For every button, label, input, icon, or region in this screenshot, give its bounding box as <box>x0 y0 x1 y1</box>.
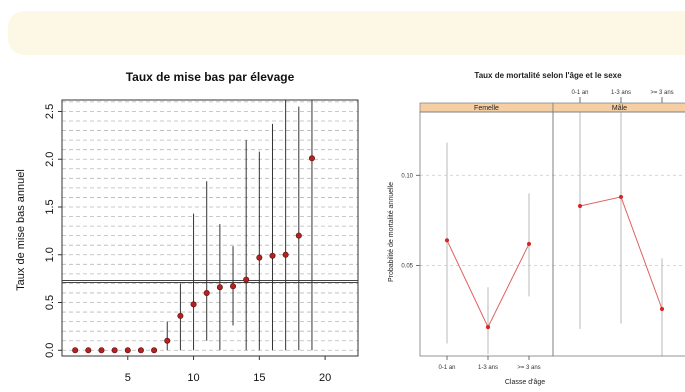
right-panel-frame <box>419 111 554 357</box>
left-grid <box>62 101 358 351</box>
left-chart-title: Taux de mise bas par élevage <box>126 70 295 84</box>
left-data-point <box>269 252 276 259</box>
left-x-tick-label: 20 <box>319 372 331 384</box>
strip-label: Femelle <box>474 105 499 112</box>
left-x-tick-label: 15 <box>253 372 265 384</box>
left-x-tick-label: 10 <box>187 372 199 384</box>
left-data-point <box>295 232 302 239</box>
right-panels: 0-1 an 1-3 ans >= 3 ans 0.05 0.10 Femelle Mâle… <box>401 90 685 371</box>
left-data-point <box>137 347 144 354</box>
left-data-point <box>111 347 118 354</box>
left-error-bars <box>166 100 313 351</box>
left-y-tick-label: 2.0 <box>44 152 56 167</box>
right-data-point <box>659 306 665 312</box>
right-top-x-ticks: 0-1 an 1-3 ans >= 3 ans <box>571 90 674 103</box>
left-data-point <box>216 284 223 291</box>
left-data-point <box>85 347 92 354</box>
left-points <box>72 155 315 354</box>
left-data-point <box>230 283 237 290</box>
right-data-point <box>444 238 450 243</box>
left-y-axis-label: Taux de mise bas annuel <box>15 169 27 291</box>
right-bottom-tick-label: >= 3 ans <box>517 365 540 371</box>
left-data-point <box>282 251 289 258</box>
left-data-point <box>308 155 315 162</box>
left-data-point <box>164 337 171 344</box>
right-data-point <box>526 241 532 247</box>
left-reference-line <box>62 280 358 283</box>
left-y-tick-label: 1.0 <box>44 247 56 262</box>
left-y-tick-label: 1.5 <box>44 199 56 214</box>
right-bottom-tick-label: 0-1 an <box>438 365 455 371</box>
left-data-point <box>151 347 158 354</box>
right-bottom-x-ticks: 0-1 an 1-3 ans >= 3 ans <box>438 356 541 371</box>
left-data-point <box>98 347 105 354</box>
right-x-axis-label: Classe d'âge <box>505 379 545 386</box>
left-data-point <box>177 312 184 319</box>
right-y-tick-label: 0.05 <box>401 264 413 270</box>
right-y-tick-label: 0.10 <box>401 173 413 179</box>
left-y-tick-label: 2.5 <box>44 104 56 119</box>
left-plot-frame <box>61 99 359 357</box>
top-banner <box>8 11 685 55</box>
left-x-ticks: 5 10 15 20 <box>125 356 331 384</box>
left-y-tick-label: 0.0 <box>44 343 56 358</box>
left-x-tick-label: 5 <box>125 372 131 384</box>
left-data-point <box>190 301 197 308</box>
left-y-tick-label: 0.5 <box>44 295 56 310</box>
left-data-point <box>72 347 79 354</box>
left-data-point <box>203 289 210 296</box>
right-data-point <box>618 194 624 200</box>
chart-right: Taux de mortalité selon l'âge et le sexe… <box>388 71 685 386</box>
strip-label: Mâle <box>612 105 627 112</box>
right-panel-male: Mâle <box>552 102 685 357</box>
right-bottom-tick-label: 1-3 ans <box>478 365 498 371</box>
left-data-point <box>243 276 250 283</box>
right-panel-femelle: Femelle <box>419 102 554 357</box>
right-panel-frame <box>552 111 685 357</box>
chart-left: Taux de mise bas par élevage Taux de mis… <box>15 70 359 384</box>
right-top-tick-label: 0-1 an <box>571 90 588 96</box>
left-data-point <box>124 347 131 354</box>
right-y-ticks: 0.05 0.10 <box>401 173 420 270</box>
right-y-axis-label: Probabilité de mortalité annuelle <box>388 182 395 282</box>
right-top-tick-label: 1-3 ans <box>611 90 631 96</box>
right-data-point <box>485 324 491 330</box>
left-y-ticks: 0.0 0.5 1.0 1.5 2.0 2.5 <box>44 104 62 358</box>
right-top-tick-label: >= 3 ans <box>650 90 673 96</box>
right-data-point <box>577 203 583 209</box>
right-chart-title: Taux de mortalité selon l'âge et le sexe <box>474 71 622 80</box>
left-data-point <box>256 254 263 261</box>
